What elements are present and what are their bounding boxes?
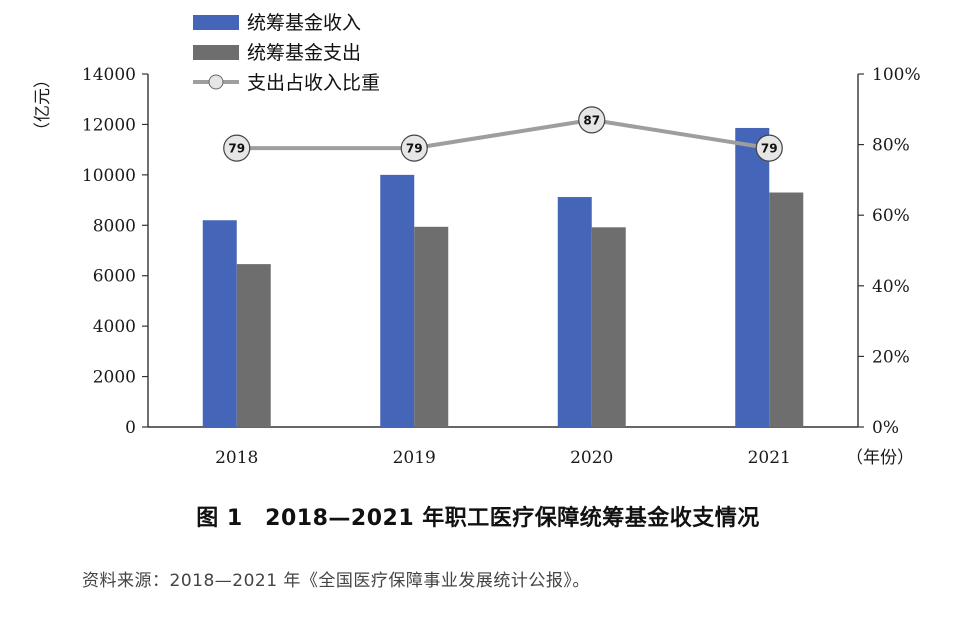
x-tick-label: 2020: [570, 448, 613, 468]
ratio-data-label: 87: [583, 113, 600, 127]
bar: [769, 192, 804, 427]
y-right-tick-label: 40%: [872, 277, 910, 297]
legend-label: 统筹基金支出: [247, 42, 361, 64]
y-left-tick-label: 8000: [93, 216, 136, 236]
y-left-tick-label: 12000: [82, 115, 136, 135]
y-axis-left-label: （亿元）: [33, 71, 53, 139]
bar: [380, 174, 415, 427]
ratio-point: [578, 106, 606, 134]
figure-caption: 图 1 2018—2021 年职工医疗保障统筹基金收支情况: [196, 506, 760, 531]
bars: [202, 127, 804, 428]
x-tick-label: 2019: [393, 448, 436, 468]
legend-marker: [208, 74, 224, 90]
y-left-tick-label: 6000: [93, 267, 136, 287]
y-left-tick-label: 0: [125, 418, 136, 438]
legend-label: 统筹基金收入: [247, 12, 361, 34]
y-right-tick-label: 60%: [872, 206, 910, 226]
bar: [236, 264, 271, 427]
source-note: 资料来源：2018—2021 年《全国医疗保障事业发展统计公报》。: [82, 571, 590, 591]
y-left-tick-label: 14000: [82, 65, 136, 85]
y-right-tick-label: 20%: [872, 347, 910, 367]
ratio-data-label: 79: [406, 142, 423, 156]
legend-label: 支出占收入比重: [247, 72, 380, 94]
ratio-point: [223, 134, 251, 162]
ratio-line: 79 79 87 79: [223, 106, 783, 162]
ratio-point: [755, 134, 783, 162]
ratio-data-label: 79: [761, 142, 778, 156]
x-tick-label: 2018: [215, 448, 258, 468]
y-left-tick-label: 4000: [93, 317, 136, 337]
bar: [414, 226, 449, 427]
y-right-tick-label: 0%: [872, 418, 899, 438]
x-tick-label: 2021: [748, 448, 791, 468]
bar: [735, 127, 770, 428]
ratio-data-label: 79: [228, 142, 245, 156]
y-right-tick-label: 100%: [872, 65, 921, 85]
axes: 0 2000 4000 6000 8000 10000 12000 14000 0% 20% 40%…: [82, 65, 921, 468]
y-right-tick-label: 80%: [872, 136, 910, 156]
legend-swatch: [193, 45, 239, 60]
bar: [591, 227, 626, 427]
bar: [202, 220, 237, 427]
y-left-tick-label: 2000: [93, 368, 136, 388]
y-left-tick-label: 10000: [82, 166, 136, 186]
ratio-point: [400, 134, 428, 162]
ratio-line-path: [236, 117, 770, 151]
legend-swatch: [193, 15, 239, 30]
bar: [557, 197, 592, 427]
x-axis-label: （年份）: [846, 448, 914, 468]
